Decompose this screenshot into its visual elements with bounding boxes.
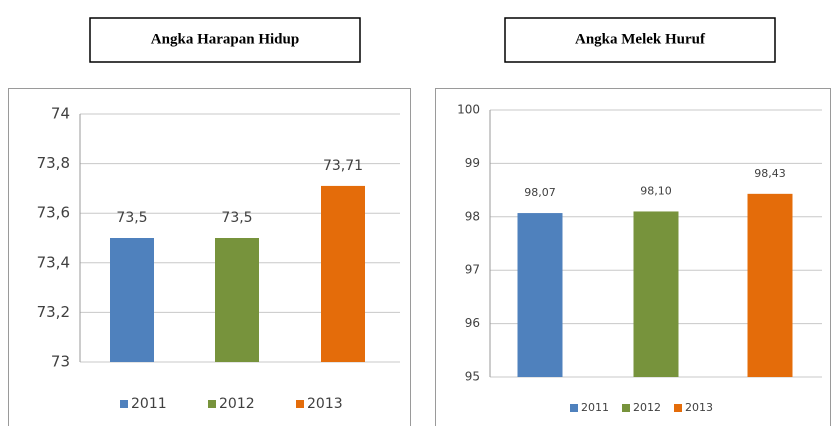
chart-title: Angka Melek Huruf bbox=[575, 31, 706, 47]
bar bbox=[215, 238, 259, 362]
y-tick-label: 95 bbox=[465, 370, 480, 384]
title-box bbox=[504, 17, 776, 63]
legend-swatch bbox=[208, 400, 216, 408]
chart-title: Angka Harapan Hidup bbox=[151, 31, 299, 47]
bar bbox=[321, 185, 365, 362]
y-tick-label: 99 bbox=[465, 156, 480, 170]
y-tick-label: 73,8 bbox=[37, 154, 70, 172]
legend-swatch bbox=[674, 404, 682, 412]
y-tick-label: 96 bbox=[465, 316, 480, 330]
value-label: 98,07 bbox=[524, 186, 556, 199]
y-tick-label: 73,4 bbox=[37, 253, 70, 271]
y-tick-label: 97 bbox=[465, 263, 480, 277]
legend-swatch bbox=[120, 400, 128, 408]
value-label: 98,43 bbox=[754, 167, 786, 180]
bar bbox=[633, 211, 679, 377]
y-tick-label: 98 bbox=[465, 209, 480, 223]
title-box bbox=[89, 17, 361, 63]
legend-label: 2013 bbox=[685, 401, 713, 414]
y-tick-label: 73 bbox=[51, 353, 70, 371]
legend-label: 2012 bbox=[633, 401, 661, 414]
value-label: 98,10 bbox=[640, 184, 672, 197]
y-tick-label: 73,2 bbox=[37, 303, 70, 321]
bar bbox=[110, 238, 154, 362]
value-label: 73,5 bbox=[221, 210, 252, 226]
legend-swatch bbox=[570, 404, 578, 412]
legend-label: 2013 bbox=[307, 396, 343, 412]
legend-label: 2011 bbox=[581, 401, 609, 414]
value-label: 73,71 bbox=[323, 158, 363, 174]
bar bbox=[517, 213, 563, 377]
legend-label: 2012 bbox=[219, 396, 255, 412]
y-tick-label: 74 bbox=[51, 105, 70, 123]
legend-swatch bbox=[296, 400, 304, 408]
legend-swatch bbox=[622, 404, 630, 412]
y-tick-label: 73,6 bbox=[37, 204, 70, 222]
y-tick-label: 100 bbox=[457, 103, 480, 117]
legend-label: 2011 bbox=[131, 396, 167, 412]
value-label: 73,5 bbox=[116, 210, 147, 226]
bar bbox=[747, 193, 793, 377]
